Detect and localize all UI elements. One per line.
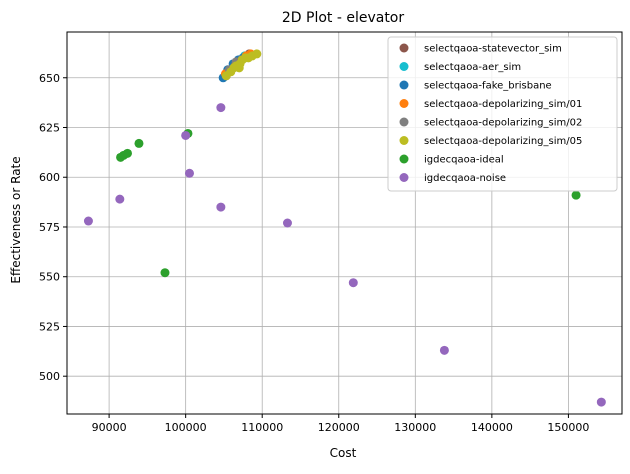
x-tick-label: 120000 — [318, 421, 360, 434]
plot-frame — [66, 31, 623, 415]
legend-label: selectqaoa-aer_sim — [424, 62, 521, 73]
data-point — [216, 103, 226, 113]
x-axis-label: Cost — [330, 446, 357, 460]
legend-marker — [399, 62, 409, 71]
legend-marker — [399, 80, 409, 90]
data-point — [83, 216, 93, 226]
legend-marker — [399, 99, 409, 108]
legend-box — [387, 36, 618, 192]
y-tick-label: 500 — [39, 370, 60, 383]
legend-label: selectqaoa-depolarizing_sim/02 — [424, 118, 582, 129]
legend-label: selectqaoa-depolarizing_sim/05 — [424, 136, 582, 147]
legend-label: igdecqaoa-noise — [424, 173, 506, 184]
data-point — [571, 190, 581, 200]
y-axis-label: Effectiveness or Rate — [9, 156, 23, 283]
x-tick-label: 140000 — [471, 421, 513, 434]
data-point — [439, 345, 449, 355]
y-tick-label: 650 — [39, 72, 60, 85]
x-tick-label: 90000 — [92, 421, 127, 434]
data-point — [282, 218, 292, 228]
y-tick-label: 575 — [39, 221, 60, 234]
legend-marker — [399, 136, 409, 145]
y-tick-label: 550 — [39, 271, 60, 284]
data-point — [160, 268, 170, 278]
data-point — [348, 278, 358, 288]
data-point — [216, 202, 226, 212]
chart-title: 2D Plot - elevator — [282, 10, 405, 26]
legend-label: selectqaoa-fake_brisbane — [424, 81, 552, 92]
data-point — [181, 130, 191, 140]
data-point — [234, 63, 244, 73]
data-point — [115, 194, 125, 204]
axis-ticks: 90000 100000 110000 120000 130000 140000 15000… — [39, 72, 589, 434]
legend-marker — [399, 154, 409, 164]
series-7 — [83, 103, 606, 407]
legend-label: selectqaoa-statevector_sim — [424, 44, 562, 55]
y-tick-label: 625 — [39, 122, 60, 135]
x-tick-label: 110000 — [241, 421, 283, 434]
y-tick-label: 600 — [39, 171, 60, 184]
data-point — [252, 49, 262, 59]
legend-marker — [399, 173, 409, 182]
data-point — [122, 148, 132, 158]
data-points — [83, 49, 606, 407]
legend-label: selectqaoa-depolarizing_sim/01 — [424, 99, 582, 110]
x-tick-label: 150000 — [547, 421, 589, 434]
legend-label: igdecqaoa-ideal — [424, 155, 504, 166]
legend-marker — [399, 117, 409, 127]
data-point — [596, 397, 606, 407]
legend-marker — [399, 43, 409, 53]
y-tick-label: 525 — [39, 320, 60, 333]
legend: selectqaoa-statevector_sim selectqaoa-aer… — [387, 36, 618, 192]
x-tick-label: 100000 — [165, 421, 207, 434]
x-tick-label: 130000 — [394, 421, 436, 434]
series-5 — [221, 49, 262, 81]
data-point — [134, 138, 144, 148]
data-point — [184, 168, 194, 178]
